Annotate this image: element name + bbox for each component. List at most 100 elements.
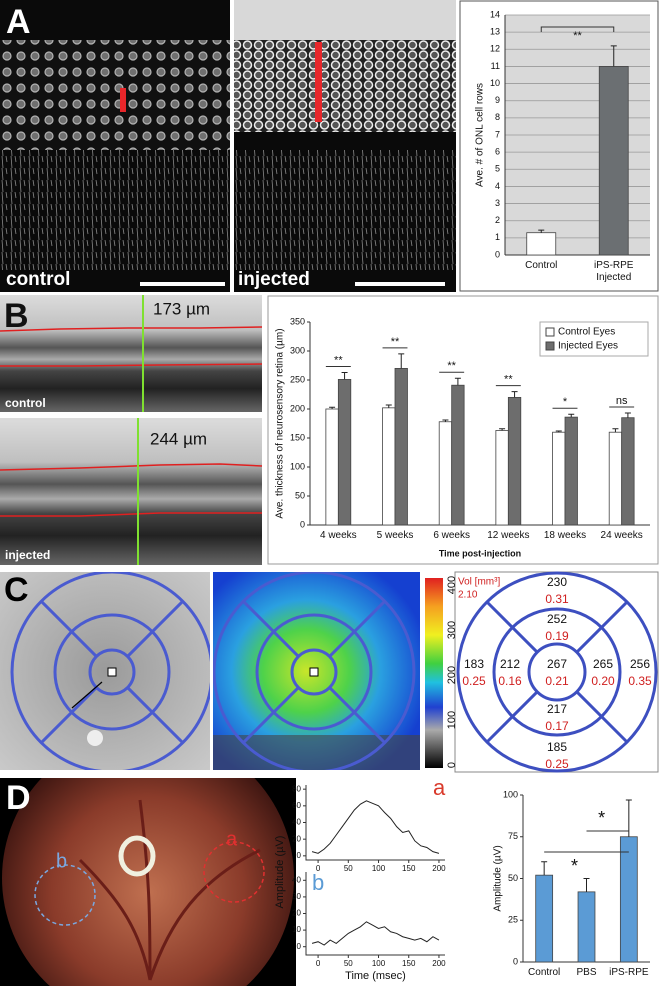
fundus-gray — [0, 572, 210, 770]
y-tick-label: 50 — [508, 873, 518, 883]
image-label: injected — [5, 548, 50, 562]
y-tick-label: 10 — [490, 78, 500, 88]
axes — [305, 785, 445, 861]
volume-total: 2.10 — [458, 590, 478, 601]
bar — [337, 379, 352, 526]
marker — [309, 667, 319, 677]
error-bar — [341, 371, 348, 380]
colorbar-label: 0 — [446, 762, 458, 768]
bar — [564, 416, 578, 526]
bar — [552, 431, 566, 526]
x-tick-label: 18 weeks — [543, 530, 587, 541]
x-tick-label: 50 — [344, 864, 353, 873]
sector-grid — [456, 571, 658, 773]
y-tick-label: 300 — [290, 345, 305, 355]
y-tick-label: 80 — [292, 784, 301, 793]
x-tick-label: 4 weeks — [319, 530, 357, 541]
colorbar — [425, 578, 443, 768]
measure: 173 µm — [153, 299, 210, 318]
x-tick-label: 150 — [402, 864, 416, 873]
x-tick-label: 200 — [432, 959, 446, 968]
x-tick-label: 150 — [402, 959, 416, 968]
implant — [118, 835, 156, 877]
x-tick-label: 200 — [432, 864, 446, 873]
x-tick-label: iPS-RPE Injected — [594, 260, 634, 283]
significance: * — [563, 396, 568, 408]
y-tick-label: 30 — [292, 892, 301, 901]
axes — [305, 872, 445, 956]
region-label: b — [56, 850, 67, 872]
sector-thickness: 252 — [547, 612, 567, 626]
bar — [507, 396, 522, 526]
x-tick-label: 100 — [372, 864, 386, 873]
error-bar — [511, 391, 518, 398]
sector-volume: 0.31 — [545, 592, 569, 606]
trace-title: b — [312, 870, 324, 895]
y-tick-label: 6 — [495, 147, 500, 157]
y-tick-label: 100 — [290, 461, 305, 471]
significance: ** — [447, 360, 456, 372]
sector-thickness: 230 — [547, 575, 567, 589]
marker — [107, 667, 117, 677]
sector-thickness: 183 — [464, 657, 484, 671]
sector-volume: 0.20 — [591, 674, 615, 688]
trace — [311, 921, 440, 946]
sector-volume: 0.35 — [628, 674, 652, 688]
y-tick-label: 60 — [292, 801, 301, 810]
y-tick-label: 50 — [295, 490, 305, 500]
y-tick-label: 75 — [508, 831, 518, 841]
sector-thickness: 217 — [547, 702, 567, 716]
injected-cells — [234, 40, 456, 132]
error-bar — [610, 45, 617, 67]
significance: ** — [573, 30, 582, 42]
bar — [382, 407, 396, 526]
x-tick-label: 0 — [316, 864, 321, 873]
sector-thickness: 185 — [547, 740, 567, 754]
grid-overlay — [213, 572, 416, 770]
sector-volume: 0.17 — [545, 719, 569, 733]
y-tick-label: 40 — [292, 875, 301, 884]
y-tick-label: 10 — [292, 925, 301, 934]
bar — [619, 836, 638, 963]
colorbar-label: 400 — [446, 576, 458, 594]
significance: ** — [504, 374, 513, 386]
x-tick-label: 0 — [316, 959, 321, 968]
y-tick-label: 2 — [495, 215, 500, 225]
retina — [2, 778, 294, 986]
image-label: control — [5, 396, 46, 410]
sector-thickness: 212 — [500, 657, 520, 671]
region-circle — [203, 841, 265, 903]
y-tick-label: 8 — [495, 112, 500, 122]
bar — [325, 408, 339, 526]
sector-volume: 0.21 — [545, 674, 569, 688]
y-tick-label: 9 — [495, 95, 500, 105]
colorbar-label: 200 — [446, 666, 458, 684]
oct-image — [0, 295, 262, 412]
error-bar — [555, 430, 562, 433]
legend-label: Injected Eyes — [558, 341, 618, 352]
image-label: control — [6, 269, 70, 290]
red-bar — [315, 42, 322, 122]
error-bar — [329, 406, 336, 409]
panel-letter: C — [4, 571, 29, 609]
injected-layer — [234, 0, 456, 40]
error-bar — [612, 428, 619, 433]
region-circle — [34, 864, 96, 926]
boundary — [0, 363, 263, 367]
y-tick-label: 0 — [495, 249, 500, 259]
legend-label: Control Eyes — [558, 327, 615, 338]
x-tick-label: 100 — [372, 959, 386, 968]
bar — [608, 431, 623, 526]
y-tick-label: 25 — [508, 915, 518, 925]
y-tick-label: 12 — [490, 44, 500, 54]
x-tick-label: iPS-RPE — [609, 967, 649, 978]
y-tick-label: 0 — [297, 942, 302, 951]
significance: ** — [391, 336, 400, 348]
x-axis-label: Time post-injection — [439, 548, 521, 558]
boundary — [0, 512, 262, 517]
y-tick-label: 250 — [290, 374, 305, 384]
error-bar — [568, 413, 575, 418]
legend-box — [539, 321, 649, 357]
y-tick-label: 200 — [290, 403, 305, 413]
